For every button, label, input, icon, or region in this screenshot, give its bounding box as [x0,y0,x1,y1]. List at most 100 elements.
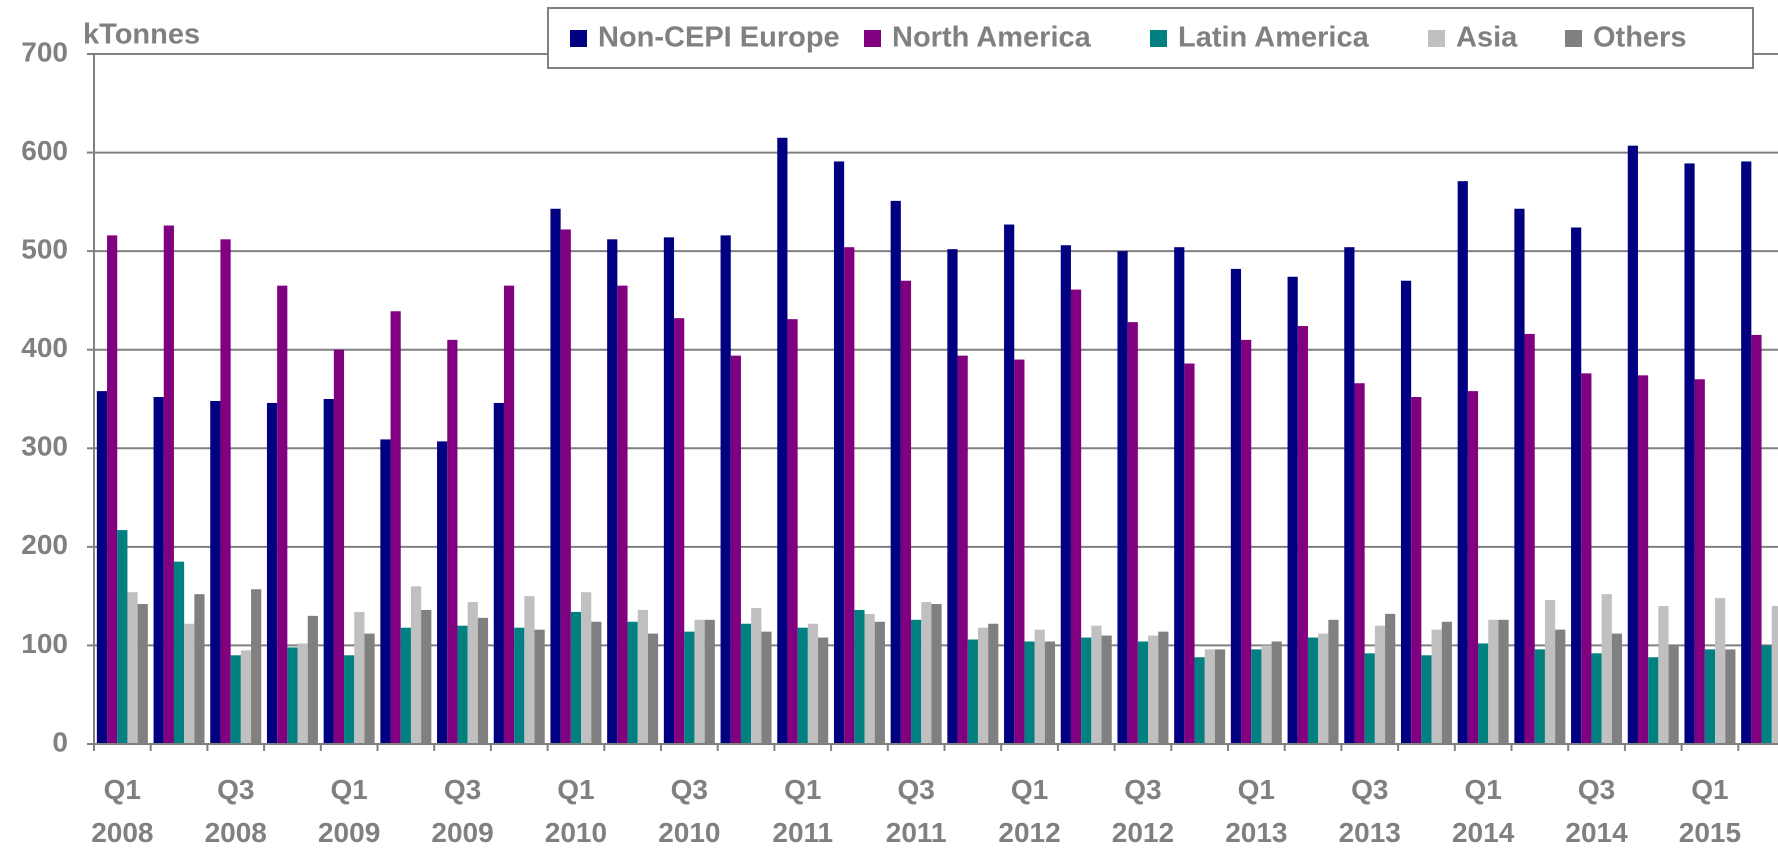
bar [364,633,375,744]
y-tick-label: 200 [21,529,68,560]
x-tick-label: Q1 2008 [91,774,154,848]
bar [844,247,855,744]
bar [493,402,504,744]
bar [1230,268,1242,744]
bar [1648,657,1659,744]
bar [297,643,308,744]
bar [1421,655,1432,744]
bar [1524,333,1535,744]
bar [524,596,535,744]
bar [977,627,989,744]
bar [1307,637,1319,744]
bar [674,318,685,744]
bar [467,602,478,744]
bar [967,639,978,744]
bar [560,229,571,744]
bar [1498,619,1509,744]
bar [663,237,675,745]
y-tick-label: 0 [52,726,68,757]
bar [1694,379,1705,744]
x-tick-label: Q3 2013 [1338,774,1401,848]
bar [761,631,772,744]
bar [1014,359,1025,744]
x-tick-label: Q3 2008 [204,774,267,848]
bar [931,604,942,744]
bar [1637,375,1649,744]
bar [1741,161,1752,744]
bar [447,339,458,744]
legend-swatch [1565,30,1582,47]
bar [437,441,448,744]
bar [1344,247,1355,744]
bar [1081,637,1092,744]
bar [153,397,164,744]
bar [1591,653,1602,744]
bar [117,530,128,744]
bar [1611,633,1623,744]
bar [96,391,108,744]
bar [1385,613,1396,744]
bar [251,589,262,744]
bar [410,586,422,744]
legend-swatch [1428,30,1445,47]
legend: Non-CEPI Europe North America Latin Americ… [547,7,1754,69]
y-axis-label: kTonnes [83,19,200,51]
bar [874,621,885,744]
bar [704,619,715,744]
bar [1044,641,1056,744]
bar [1431,629,1442,744]
bar [194,594,205,744]
bar [807,623,819,744]
bar [1091,625,1102,744]
bar [617,285,628,744]
bar [184,623,195,744]
bar [1704,649,1716,744]
bar [1137,641,1149,744]
x-tick-label: Q1 2010 [544,774,608,848]
bar [344,655,355,744]
x-tick-label: Q3 2010 [658,774,721,848]
bar [1374,625,1386,744]
bar [421,609,432,744]
bar [1658,606,1669,744]
bar [1261,645,1272,744]
bar [354,611,365,744]
bar [730,355,741,744]
bar [1488,619,1499,744]
y-tick-label: 400 [21,332,68,363]
y-tick-label: 100 [21,628,68,659]
bar [1034,629,1045,744]
bar [1400,280,1412,744]
bar [684,631,695,744]
x-tick-label: Q3 2012 [1111,774,1175,848]
bar [921,602,932,744]
bar [1204,649,1215,744]
bar [720,235,731,744]
bar [1364,653,1375,744]
bar [1571,227,1582,744]
bar [1514,208,1525,744]
bar [570,611,582,744]
bar [1601,594,1612,744]
bar [1411,397,1422,744]
bar [1127,322,1138,744]
x-tick-label: Q1 2015 [1678,774,1742,848]
bar [390,311,401,744]
bar [1761,645,1772,744]
bar [173,561,185,744]
bar [1174,247,1185,744]
bar [787,319,798,744]
bar [1297,326,1308,744]
bar [333,349,345,744]
bar [1441,621,1452,744]
bar [1457,181,1468,744]
bar [127,592,138,744]
bar [1534,649,1545,744]
bar [854,609,865,744]
bar [1771,606,1778,744]
bar [550,208,561,744]
bar [911,619,922,744]
bar [1251,649,1262,744]
bar [323,399,334,744]
